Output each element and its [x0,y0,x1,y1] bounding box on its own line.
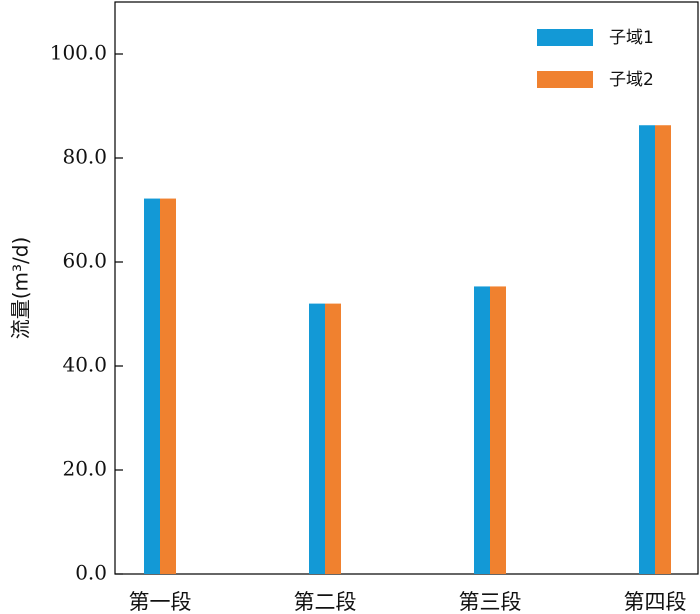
plot-frame [114,1,699,575]
legend-swatch-2 [537,71,593,88]
y-axis: 0.0 20.0 40.0 60.0 80.0 100.0 [50,41,123,585]
y-tick-label: 0.0 [75,561,107,585]
y-tick-label: 60.0 [62,249,107,273]
y-tick-label: 100.0 [50,41,107,65]
bar-1-4 [639,125,655,575]
x-tick-label: 第一段 [129,590,192,614]
bar-1-3 [474,286,490,574]
y-tick-label: 20.0 [62,457,107,481]
bar-1-2 [309,303,325,574]
legend-label-2: 子域2 [609,70,654,90]
bar-2-3 [490,286,506,574]
bar-series-group [144,125,671,575]
x-axis: 第一段 第二段 第三段 第四段 [129,565,687,614]
bar-2-4 [655,125,671,575]
y-tick-label: 80.0 [62,145,107,169]
x-tick-label: 第三段 [459,590,522,614]
x-tick-label: 第四段 [624,590,687,614]
bar-1-1 [144,198,160,574]
legend-label-1: 子域1 [609,28,654,48]
legend: 子域1 子域2 [537,28,654,90]
bar-2-1 [160,198,176,574]
x-tick-label: 第二段 [294,590,357,614]
y-tick-label: 40.0 [62,353,107,377]
legend-swatch-1 [537,29,593,46]
y-axis-label: 流量(m³/d) [9,237,33,340]
bar-2-2 [325,303,341,574]
